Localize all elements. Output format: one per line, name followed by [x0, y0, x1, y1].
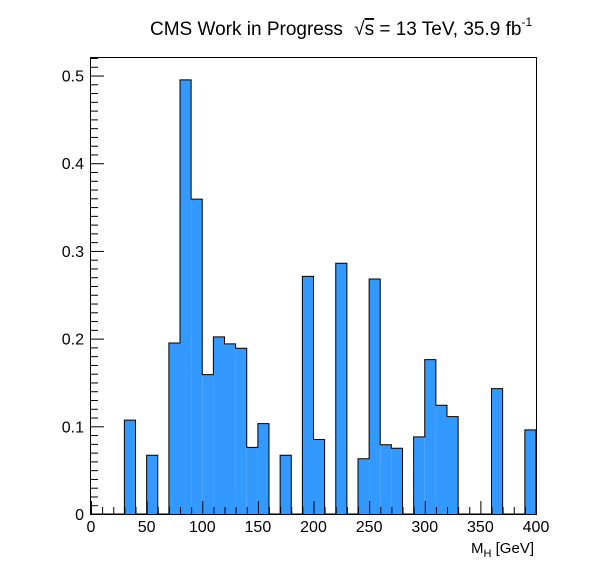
x-tick-label: 200	[300, 519, 327, 536]
x-axis-label-main: M	[471, 540, 484, 557]
x-tick-label: 250	[356, 519, 383, 536]
histogram-bar	[335, 263, 347, 514]
y-tick-label: 0	[75, 507, 84, 524]
histogram-bar	[302, 276, 314, 514]
histogram-bar	[246, 447, 258, 514]
histogram-bar	[391, 448, 403, 514]
histogram-bar	[257, 423, 269, 514]
title-superscript: -1	[521, 15, 532, 29]
y-tick-label: 0.4	[62, 156, 84, 173]
title-sqrt-arg: s	[365, 19, 375, 40]
x-axis-label-sub: H	[484, 548, 492, 560]
histogram-bar	[358, 458, 370, 514]
x-tick-label: 400	[523, 519, 550, 536]
histogram-bar	[191, 199, 203, 514]
histogram-bar	[435, 405, 447, 514]
histogram-bar	[146, 455, 158, 514]
histogram-bar	[380, 444, 392, 514]
y-axis-ticks: 0 0.1 0.2 0.3 0.4 0.5	[62, 58, 104, 524]
x-tick-label: 350	[467, 519, 494, 536]
title-lead: CMS Work in Progress	[150, 19, 343, 40]
x-tick-label: 0	[87, 519, 96, 536]
x-axis-label-rest: [GeV]	[491, 540, 534, 557]
x-axis-label: MH [GeV]	[471, 540, 534, 560]
histogram-bars	[124, 79, 536, 514]
histogram-bar	[224, 343, 236, 514]
histogram-bar	[168, 343, 180, 514]
y-tick-label: 0.2	[62, 332, 84, 349]
y-tick-label: 0.3	[62, 244, 84, 261]
histogram-bar	[280, 455, 292, 514]
x-tick-label: 100	[189, 519, 216, 536]
title-sqrt-symbol: √	[354, 19, 365, 40]
histogram-bar	[447, 416, 459, 514]
histogram-bar	[491, 388, 503, 514]
histogram-outline	[91, 79, 537, 515]
histogram-bar	[313, 439, 325, 514]
histogram-bar	[424, 359, 436, 514]
y-tick-label: 0.1	[62, 419, 84, 436]
x-axis-ticks: 0 50 100 150 200 250 300 350 400	[87, 501, 550, 536]
title-rest: = 13 TeV, 35.9 fb	[374, 19, 521, 40]
chart-title: CMS Work in Progress √s = 13 TeV, 35.9 f…	[150, 15, 532, 40]
plot-frame	[90, 57, 537, 515]
y-tick-label: 0.5	[62, 69, 84, 86]
histogram-bar	[413, 436, 425, 514]
histogram-bar	[124, 420, 136, 514]
histogram-bar	[524, 429, 536, 514]
x-tick-label: 300	[411, 519, 438, 536]
histogram-bar	[235, 348, 247, 514]
histogram-bar	[202, 374, 214, 514]
x-tick-label: 50	[138, 519, 156, 536]
histogram-bar	[180, 79, 192, 514]
histogram-bar	[213, 336, 225, 514]
x-tick-label: 150	[245, 519, 272, 536]
histogram-bar	[369, 278, 381, 514]
